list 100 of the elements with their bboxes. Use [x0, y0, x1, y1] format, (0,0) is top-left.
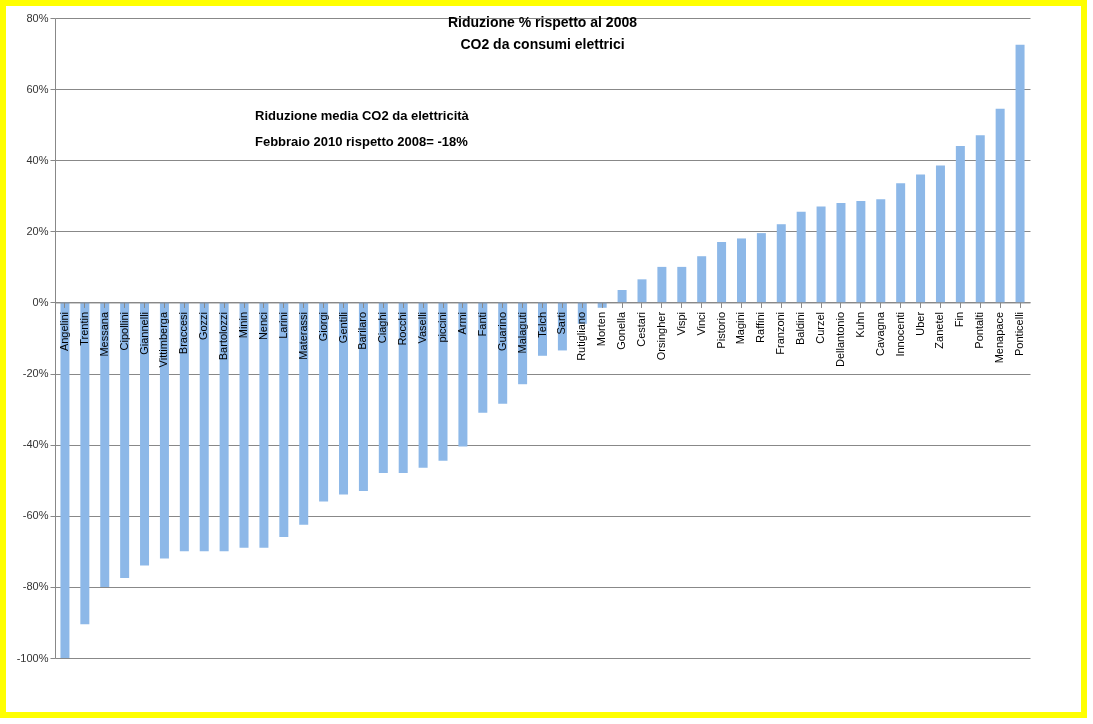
x-tick-label: Fanti — [475, 311, 488, 337]
x-tick-label: Curzel — [814, 311, 827, 344]
x-tick-label: Pontalti — [973, 311, 986, 349]
x-tick-label: Cipollini — [117, 311, 130, 351]
x-tick-label: Baldini — [794, 311, 807, 345]
bar — [378, 302, 388, 474]
bar — [697, 256, 707, 303]
x-tick-label: Franzoni — [774, 311, 787, 355]
x-tick-label: Orsingher — [654, 311, 667, 361]
bar — [339, 302, 349, 495]
bar — [140, 302, 150, 566]
bar — [80, 302, 90, 625]
bar — [816, 206, 826, 303]
x-tick-label: Dellantonio — [833, 311, 846, 367]
x-tick-label: Zanetel — [933, 311, 946, 349]
y-tick-label: 0% — [32, 295, 49, 308]
bar — [677, 266, 687, 303]
bar — [856, 201, 866, 303]
x-tick-label: Vinci — [694, 311, 707, 336]
bar — [796, 211, 806, 303]
bar — [975, 135, 985, 303]
bar — [100, 302, 110, 587]
y-tick-label: -20% — [22, 367, 49, 380]
x-tick-label: Larini — [276, 311, 289, 339]
x-tick-label: Pistorio — [714, 311, 727, 349]
bar — [279, 302, 289, 538]
x-tick-label: Innocenti — [893, 311, 906, 357]
bar — [199, 302, 209, 552]
bar — [179, 302, 189, 552]
x-tick-label: Messana — [97, 311, 110, 357]
x-tick-label: Telch — [535, 311, 548, 338]
x-tick-label: Giorgi — [316, 311, 329, 342]
bar — [1015, 44, 1025, 303]
bar — [955, 146, 965, 303]
annotation: Riduzione media CO2 da elettricità — [255, 108, 470, 123]
x-tick-label: Morten — [595, 311, 608, 347]
bar — [935, 165, 945, 303]
x-tick-label: Bartolozzi — [217, 311, 230, 361]
x-tick-label: Menapace — [993, 311, 1006, 364]
bar — [60, 302, 70, 658]
x-tick-label: Gonella — [615, 311, 628, 350]
x-tick-label: Vittimberga — [157, 311, 170, 368]
x-tick-label: Rutigliano — [575, 311, 588, 361]
y-tick-label: 20% — [26, 224, 49, 237]
x-tick-label: Materassi — [296, 311, 309, 360]
bar — [438, 302, 448, 461]
x-tick-label: Gozzi — [197, 311, 210, 341]
bar — [259, 302, 269, 548]
bar — [776, 224, 786, 303]
x-tick-label: Barilaro — [356, 311, 369, 350]
x-tick-label: Uber — [913, 311, 926, 336]
bar — [617, 290, 627, 303]
x-tick-label: Gentili — [336, 311, 349, 344]
bar — [239, 302, 249, 548]
x-tick-label: Nenci — [256, 311, 269, 341]
bar — [458, 302, 468, 447]
bar — [319, 302, 329, 502]
x-tick-label: Magini — [734, 311, 747, 345]
bar — [478, 302, 488, 413]
bar — [756, 233, 766, 303]
annotation: Febbraio 2010 rispetto 2008= -18% — [255, 134, 469, 149]
bar — [717, 242, 727, 303]
x-tick-label: Braccesi — [177, 311, 190, 355]
x-tick-label: Kuhn — [853, 311, 866, 338]
y-tick-label: -100% — [16, 651, 49, 664]
x-tick-label: Guarino — [495, 311, 508, 352]
x-tick-label: Ponticelli — [1013, 311, 1026, 356]
bar — [219, 302, 229, 552]
bar — [120, 302, 130, 578]
x-tick-label: Ciaghi — [376, 311, 389, 344]
x-tick-label: Angelini — [57, 311, 70, 352]
bar — [418, 302, 428, 468]
x-tick-label: Cavagna — [873, 311, 886, 356]
x-tick-label: Cestari — [634, 311, 647, 347]
x-tick-label: Trentin — [77, 311, 90, 346]
chart-title: Riduzione % rispetto al 2008 — [447, 14, 638, 30]
bar — [995, 108, 1005, 303]
y-tick-label: -80% — [22, 580, 49, 593]
x-tick-label: Minin — [237, 311, 250, 339]
y-tick-label: 80% — [26, 11, 49, 24]
bar — [358, 302, 368, 491]
bar — [736, 238, 746, 303]
y-tick-label: 40% — [26, 153, 49, 166]
x-tick-label: piccini — [436, 311, 449, 343]
x-tick-label: Rocchi — [396, 311, 409, 346]
y-tick-label: -40% — [22, 438, 49, 451]
bar — [657, 266, 667, 303]
x-tick-label: Armi — [455, 311, 468, 335]
x-tick-label: Vispi — [674, 311, 687, 336]
y-tick-label: -60% — [22, 509, 49, 522]
text: CO2 da consumi elettrici — [460, 36, 625, 52]
x-tick-label: Giannelli — [137, 311, 150, 355]
bar — [398, 302, 408, 474]
bar — [896, 183, 906, 303]
bar — [637, 279, 647, 303]
x-tick-label: Malaguti — [515, 311, 528, 354]
bar — [159, 302, 169, 559]
x-tick-label: Sarti — [555, 311, 568, 335]
bar — [836, 202, 846, 303]
x-tick-label: Fin — [953, 311, 966, 328]
